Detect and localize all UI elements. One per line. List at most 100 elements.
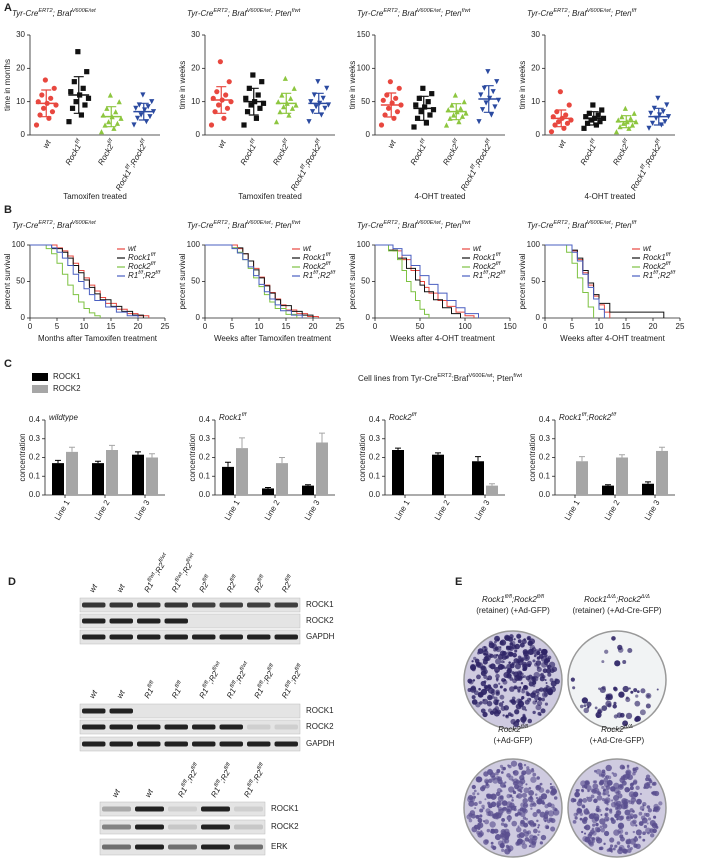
error-bar bbox=[659, 446, 665, 451]
colony bbox=[649, 785, 652, 789]
dot bbox=[449, 102, 455, 108]
dot bbox=[48, 95, 54, 101]
colony bbox=[640, 688, 646, 694]
dot bbox=[221, 115, 227, 121]
chart-title-part: ; Pten bbox=[611, 9, 632, 18]
blot-band bbox=[234, 844, 263, 850]
dot bbox=[458, 105, 464, 111]
blot-band bbox=[109, 741, 133, 747]
colony bbox=[536, 700, 543, 706]
blot-band bbox=[109, 618, 133, 624]
colony bbox=[511, 799, 514, 802]
colony bbox=[531, 769, 535, 773]
colony bbox=[603, 830, 610, 837]
colony bbox=[549, 817, 554, 823]
dot bbox=[149, 99, 155, 105]
colony bbox=[492, 845, 497, 850]
y-tick-label: 10 bbox=[16, 97, 25, 106]
blot-strip bbox=[79, 703, 301, 719]
error-bar bbox=[305, 484, 311, 486]
colony bbox=[486, 700, 493, 707]
colony bbox=[603, 842, 606, 846]
colony bbox=[656, 688, 659, 691]
legend-label: wt bbox=[303, 244, 312, 253]
bar bbox=[432, 454, 444, 495]
plate-genotype-part: fl/fl bbox=[505, 594, 513, 600]
blot-band bbox=[82, 602, 106, 608]
chart-title: Rock2f/f bbox=[389, 412, 418, 422]
dot bbox=[555, 119, 562, 125]
y-tick-label: 50 bbox=[191, 277, 200, 286]
colony bbox=[502, 650, 507, 656]
x-tick-label: Line 1 bbox=[393, 498, 412, 522]
dot bbox=[39, 92, 45, 98]
dot bbox=[664, 102, 670, 108]
colony bbox=[495, 673, 500, 679]
dot bbox=[461, 99, 467, 105]
blot-band bbox=[164, 724, 188, 730]
dot bbox=[243, 95, 249, 101]
dot bbox=[78, 112, 85, 118]
y-tick-label: 0.0 bbox=[29, 490, 41, 499]
dot bbox=[479, 107, 486, 113]
colony bbox=[506, 808, 512, 815]
lane-label-part: ;R2 bbox=[234, 669, 248, 685]
x-tick-label-part: f/f bbox=[107, 137, 115, 145]
lane-label-part: fl/fl bbox=[230, 680, 239, 690]
dot bbox=[490, 89, 496, 95]
colony bbox=[583, 832, 587, 835]
legend-label-part: Rock1 bbox=[473, 253, 496, 262]
x-axis-label: Tamoxifen treated bbox=[63, 192, 127, 201]
error-bar bbox=[55, 459, 61, 464]
lane-label-part: wt bbox=[115, 688, 127, 700]
dot bbox=[250, 72, 256, 78]
colony bbox=[492, 654, 498, 659]
panel-label: E bbox=[455, 576, 462, 588]
legend-label: wt bbox=[128, 244, 137, 253]
colony bbox=[530, 776, 537, 783]
colony bbox=[517, 659, 524, 666]
x-tick-label-part: Rock1 bbox=[629, 168, 648, 192]
colony bbox=[590, 788, 595, 793]
x-tick-label: Rock1f/f bbox=[238, 137, 261, 167]
colony bbox=[538, 688, 541, 691]
plate-genotype-part: Δ/Δ bbox=[640, 594, 650, 600]
lane-label: R1fl/fl;R2fl/fl bbox=[279, 663, 306, 701]
lane-label-part: R1 bbox=[225, 687, 238, 700]
colony bbox=[522, 816, 527, 820]
legend-label: Rock1f/f bbox=[643, 252, 672, 262]
colony bbox=[579, 817, 583, 821]
chart-title-part: ERT2 bbox=[38, 220, 53, 226]
chart-title-part: ; Braf bbox=[53, 9, 73, 18]
legend-label-part: f/f bbox=[326, 261, 332, 267]
colony bbox=[471, 695, 476, 700]
y-tick-label: 0.0 bbox=[539, 490, 551, 499]
colony bbox=[521, 715, 527, 722]
lane-label-part: fl/fl bbox=[294, 663, 303, 673]
colony bbox=[605, 807, 609, 811]
y-tick-label: 100 bbox=[187, 240, 201, 249]
blot-band bbox=[168, 844, 197, 850]
legend-label: Rock2f/f bbox=[128, 261, 157, 271]
legend-label-part: f/f bbox=[500, 270, 506, 276]
blot-band bbox=[82, 724, 106, 730]
blot-band bbox=[137, 634, 161, 640]
x-tick-label: 25 bbox=[676, 322, 685, 331]
x-tick-label: Line 1 bbox=[223, 498, 242, 522]
colony bbox=[540, 708, 546, 714]
plate-genotype: Rock2Δ/Δ bbox=[601, 724, 633, 734]
survival-curve bbox=[375, 244, 461, 318]
colony bbox=[633, 688, 638, 693]
colony bbox=[616, 818, 619, 821]
legend-label-part: Rock2 bbox=[473, 262, 496, 271]
lane-label-part: R1 bbox=[143, 581, 156, 594]
colony bbox=[525, 690, 529, 694]
x-tick-label: Line 1 bbox=[563, 498, 582, 522]
colony bbox=[475, 776, 482, 783]
dot bbox=[244, 109, 251, 115]
y-tick-label: 0.2 bbox=[369, 453, 381, 462]
dot bbox=[430, 107, 437, 113]
chart-title-part: V600E/wt bbox=[247, 8, 271, 14]
legend-label-part: ;R2 bbox=[658, 271, 671, 280]
colony bbox=[532, 811, 538, 818]
